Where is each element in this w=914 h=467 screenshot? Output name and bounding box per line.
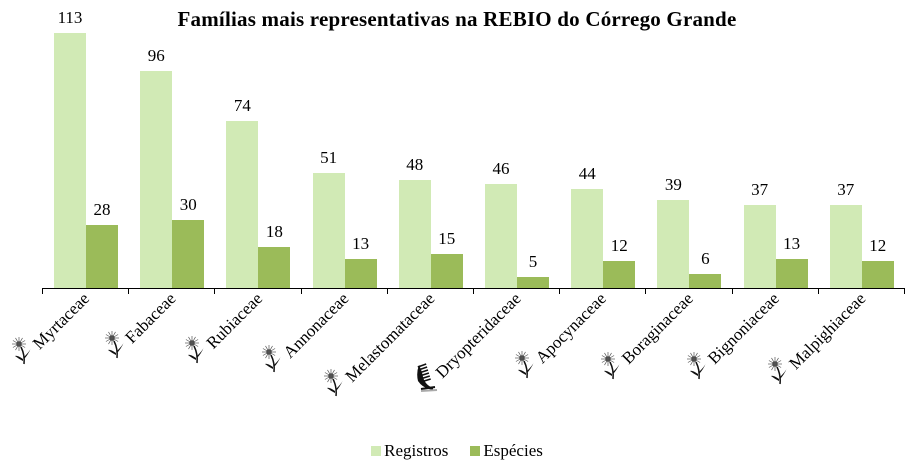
bar-registros-annonaceae — [312, 172, 345, 288]
chart-title: Famílias mais representativas na REBIO d… — [177, 7, 737, 31]
data-label: 12 — [869, 235, 887, 255]
bar-registros-apocynaceae — [571, 188, 604, 288]
flower-icon — [599, 350, 625, 380]
legend: Registros Espécies — [0, 441, 914, 461]
category-label-myrtaceae: Myrtaceae — [29, 288, 94, 354]
bar-espcies-apocynaceae — [603, 260, 636, 288]
data-label: 13 — [352, 233, 370, 253]
bar-registros-boraginaceae — [657, 199, 690, 288]
data-label: 30 — [179, 195, 197, 215]
data-label: 37 — [751, 179, 769, 199]
flower-icon — [513, 349, 539, 379]
flower-icon — [322, 367, 348, 397]
flower-icon — [183, 334, 209, 364]
legend-swatch-registros — [371, 446, 382, 456]
bar-espcies-rubiaceae — [258, 247, 291, 288]
bar-registros-rubiaceae — [226, 121, 259, 288]
data-label: 51 — [320, 147, 338, 167]
category-label-malpighiaceae: Malpighiaceae — [785, 288, 870, 374]
bar-espcies-fabaceae — [172, 220, 205, 288]
flower-icon — [766, 355, 792, 385]
data-label: 13 — [783, 233, 801, 253]
bar-registros-myrtaceae — [54, 33, 86, 288]
category-label-rubiaceae: Rubiaceae — [202, 288, 266, 353]
data-label: 12 — [610, 235, 628, 255]
x-axis-tick — [645, 288, 647, 294]
x-axis-tick — [128, 288, 130, 294]
x-axis-tick — [214, 288, 216, 294]
legend-label-especies: Espécies — [483, 441, 543, 460]
flower-icon — [10, 335, 36, 365]
flower-icon — [260, 343, 286, 373]
x-axis-tick — [559, 288, 561, 294]
bar-registros-melastomataceae — [398, 179, 431, 288]
data-label: 113 — [57, 8, 83, 27]
legend-item-especies: Espécies — [470, 441, 543, 461]
bar-espcies-melastomataceae — [430, 254, 463, 288]
data-label: 48 — [406, 154, 424, 174]
data-label: 15 — [438, 229, 456, 249]
data-label: 37 — [837, 179, 855, 199]
flower-icon — [685, 350, 711, 380]
bar-espcies-annonaceae — [344, 258, 377, 288]
bar-espcies-boraginaceae — [689, 274, 722, 288]
category-label-annonaceae: Annonaceae — [279, 288, 353, 362]
data-label: 18 — [265, 222, 283, 242]
x-axis-tick — [817, 288, 819, 294]
data-label: 44 — [578, 163, 596, 183]
data-label: 39 — [664, 174, 682, 194]
bar-espcies-malpighiaceae — [861, 260, 894, 288]
x-axis-tick — [42, 288, 43, 294]
legend-swatch-especies — [470, 446, 481, 456]
legend-label-registros: Registros — [384, 441, 449, 460]
data-label: 96 — [147, 46, 165, 66]
x-axis-tick — [386, 288, 388, 294]
bar-registros-malpighiaceae — [829, 204, 862, 288]
x-axis-tick — [904, 288, 905, 294]
category-label-dryopteridaceae: Dryopteridaceae — [431, 288, 525, 382]
x-axis-tick — [731, 288, 733, 294]
x-axis-tick — [473, 288, 474, 294]
data-label: 6 — [701, 249, 710, 269]
category-label-fabaceae: Fabaceae — [121, 288, 180, 348]
legend-item-registros: Registros — [371, 441, 448, 461]
data-label: 74 — [233, 96, 251, 115]
bar-espcies-dryopteridaceae — [517, 276, 549, 288]
bar-registros-dryopteridaceae — [485, 184, 517, 288]
bar-espcies-myrtaceae — [86, 224, 118, 288]
bar-espcies-bignoniaceae — [775, 258, 808, 288]
data-label: 28 — [93, 199, 111, 219]
bar-registros-bignoniaceae — [743, 204, 776, 288]
data-label: 46 — [492, 159, 510, 179]
flower-icon — [103, 329, 129, 359]
fern-icon — [413, 363, 439, 393]
data-label: 5 — [528, 251, 538, 271]
x-axis-tick — [300, 288, 302, 294]
bar-registros-fabaceae — [140, 71, 173, 288]
